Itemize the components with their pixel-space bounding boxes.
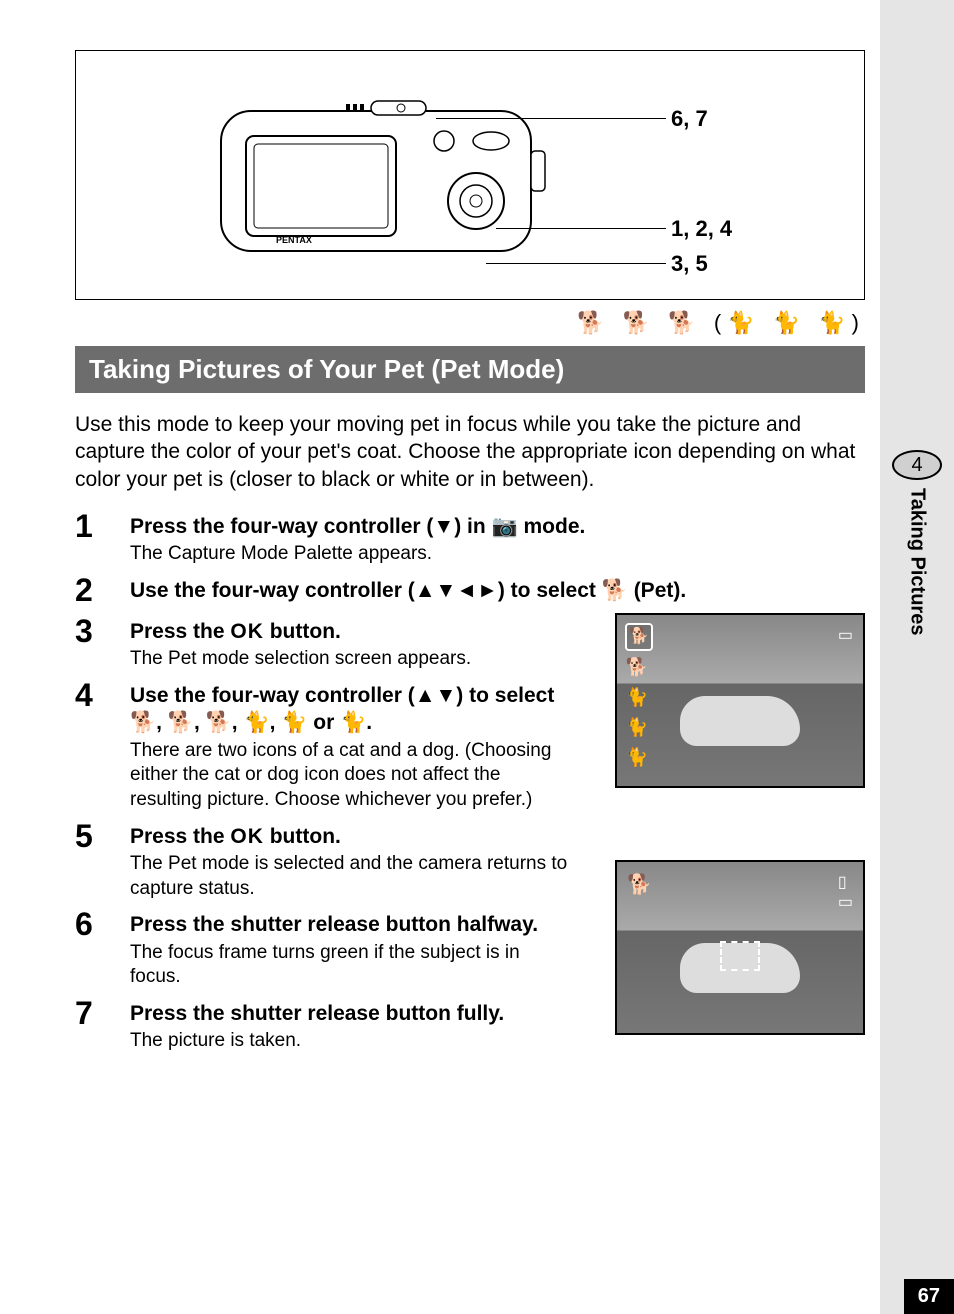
intro-paragraph: Use this mode to keep your moving pet in… xyxy=(75,411,865,493)
step-body: Press the OK button.The Pet mode is sele… xyxy=(130,819,575,902)
step-body: Press the OK button.The Pet mode selecti… xyxy=(130,614,575,672)
step-title: Use the four-way controller (▲▼◄►) to se… xyxy=(130,577,865,604)
pet-icon: 🐈 xyxy=(625,747,649,771)
step-number: 5 xyxy=(75,819,130,902)
camera-diagram: PENTAX 6, 7 1, 2, 4 3, 5 xyxy=(75,50,865,300)
step-number: 2 xyxy=(75,573,130,608)
step-description: The Capture Mode Palette appears. xyxy=(130,542,865,567)
callout-label: 1, 2, 4 xyxy=(671,216,732,242)
step-body: Press the shutter release button halfway… xyxy=(130,907,575,990)
callout-label: 6, 7 xyxy=(671,106,708,132)
step: 1Press the four-way controller (▼) in 📷 … xyxy=(75,509,865,567)
chapter-label: Taking Pictures xyxy=(906,488,929,688)
pet-icon: 🐈 xyxy=(625,717,649,741)
battery-icon: ▯▭ xyxy=(838,872,853,912)
step-number: 1 xyxy=(75,509,130,567)
step-description: There are two icons of a cat and a dog. … xyxy=(130,739,575,813)
section-header: Taking Pictures of Your Pet (Pet Mode) xyxy=(75,346,865,393)
pet-icon: 🐕 xyxy=(625,623,653,651)
step-number: 4 xyxy=(75,678,130,813)
step-number: 7 xyxy=(75,996,130,1054)
step-body: Press the four-way controller (▼) in 📷 m… xyxy=(130,509,865,567)
pet-icon: 🐕 xyxy=(625,657,649,681)
manual-page: PENTAX 6, 7 1, 2, 4 3, 5 🐕 🐕 🐕 (🐈 🐈 🐈) Tak… xyxy=(0,0,880,1314)
sample-pet xyxy=(680,696,800,746)
step: 2Use the four-way controller (▲▼◄►) to s… xyxy=(75,573,865,608)
camera-brand: PENTAX xyxy=(276,235,312,245)
lcd-preview-selection: 🐕 🐕 🐈 🐈 🐈 ▭ xyxy=(615,613,865,788)
step-body: Use the four-way controller (▲▼) to sele… xyxy=(130,678,575,813)
step-body: Use the four-way controller (▲▼◄►) to se… xyxy=(130,573,865,608)
step-description: The focus frame turns green if the subje… xyxy=(130,941,575,990)
page-number: 67 xyxy=(904,1279,954,1314)
pet-icon: 🐈 xyxy=(625,687,649,711)
mode-icon: 🐕 xyxy=(627,872,652,897)
callout-label: 3, 5 xyxy=(671,251,708,277)
step-description: The Pet mode selection screen appears. xyxy=(130,647,575,672)
chapter-number: 4 xyxy=(892,450,942,480)
callout-line xyxy=(436,118,666,119)
step-title: Press the OK button. xyxy=(130,823,575,850)
step-description: The Pet mode is selected and the camera … xyxy=(130,852,575,901)
callout-line xyxy=(486,263,666,264)
step-number: 3 xyxy=(75,614,130,672)
callout-line xyxy=(496,228,666,229)
step-title: Use the four-way controller (▲▼) to sele… xyxy=(130,682,575,737)
step-title: Press the OK button. xyxy=(130,618,575,645)
step-title: Press the shutter release button halfway… xyxy=(130,911,575,938)
focus-frame xyxy=(720,941,760,971)
indicator-icon: ▭ xyxy=(838,625,853,645)
mode-icons-row: 🐕 🐕 🐕 (🐈 🐈 🐈) xyxy=(75,310,865,336)
step-number: 6 xyxy=(75,907,130,990)
step-title: Press the four-way controller (▼) in 📷 m… xyxy=(130,513,865,540)
lcd-preview-capture: 🐕 ▯▭ xyxy=(615,860,865,1035)
chapter-tab: 4 Taking Pictures xyxy=(880,450,954,688)
